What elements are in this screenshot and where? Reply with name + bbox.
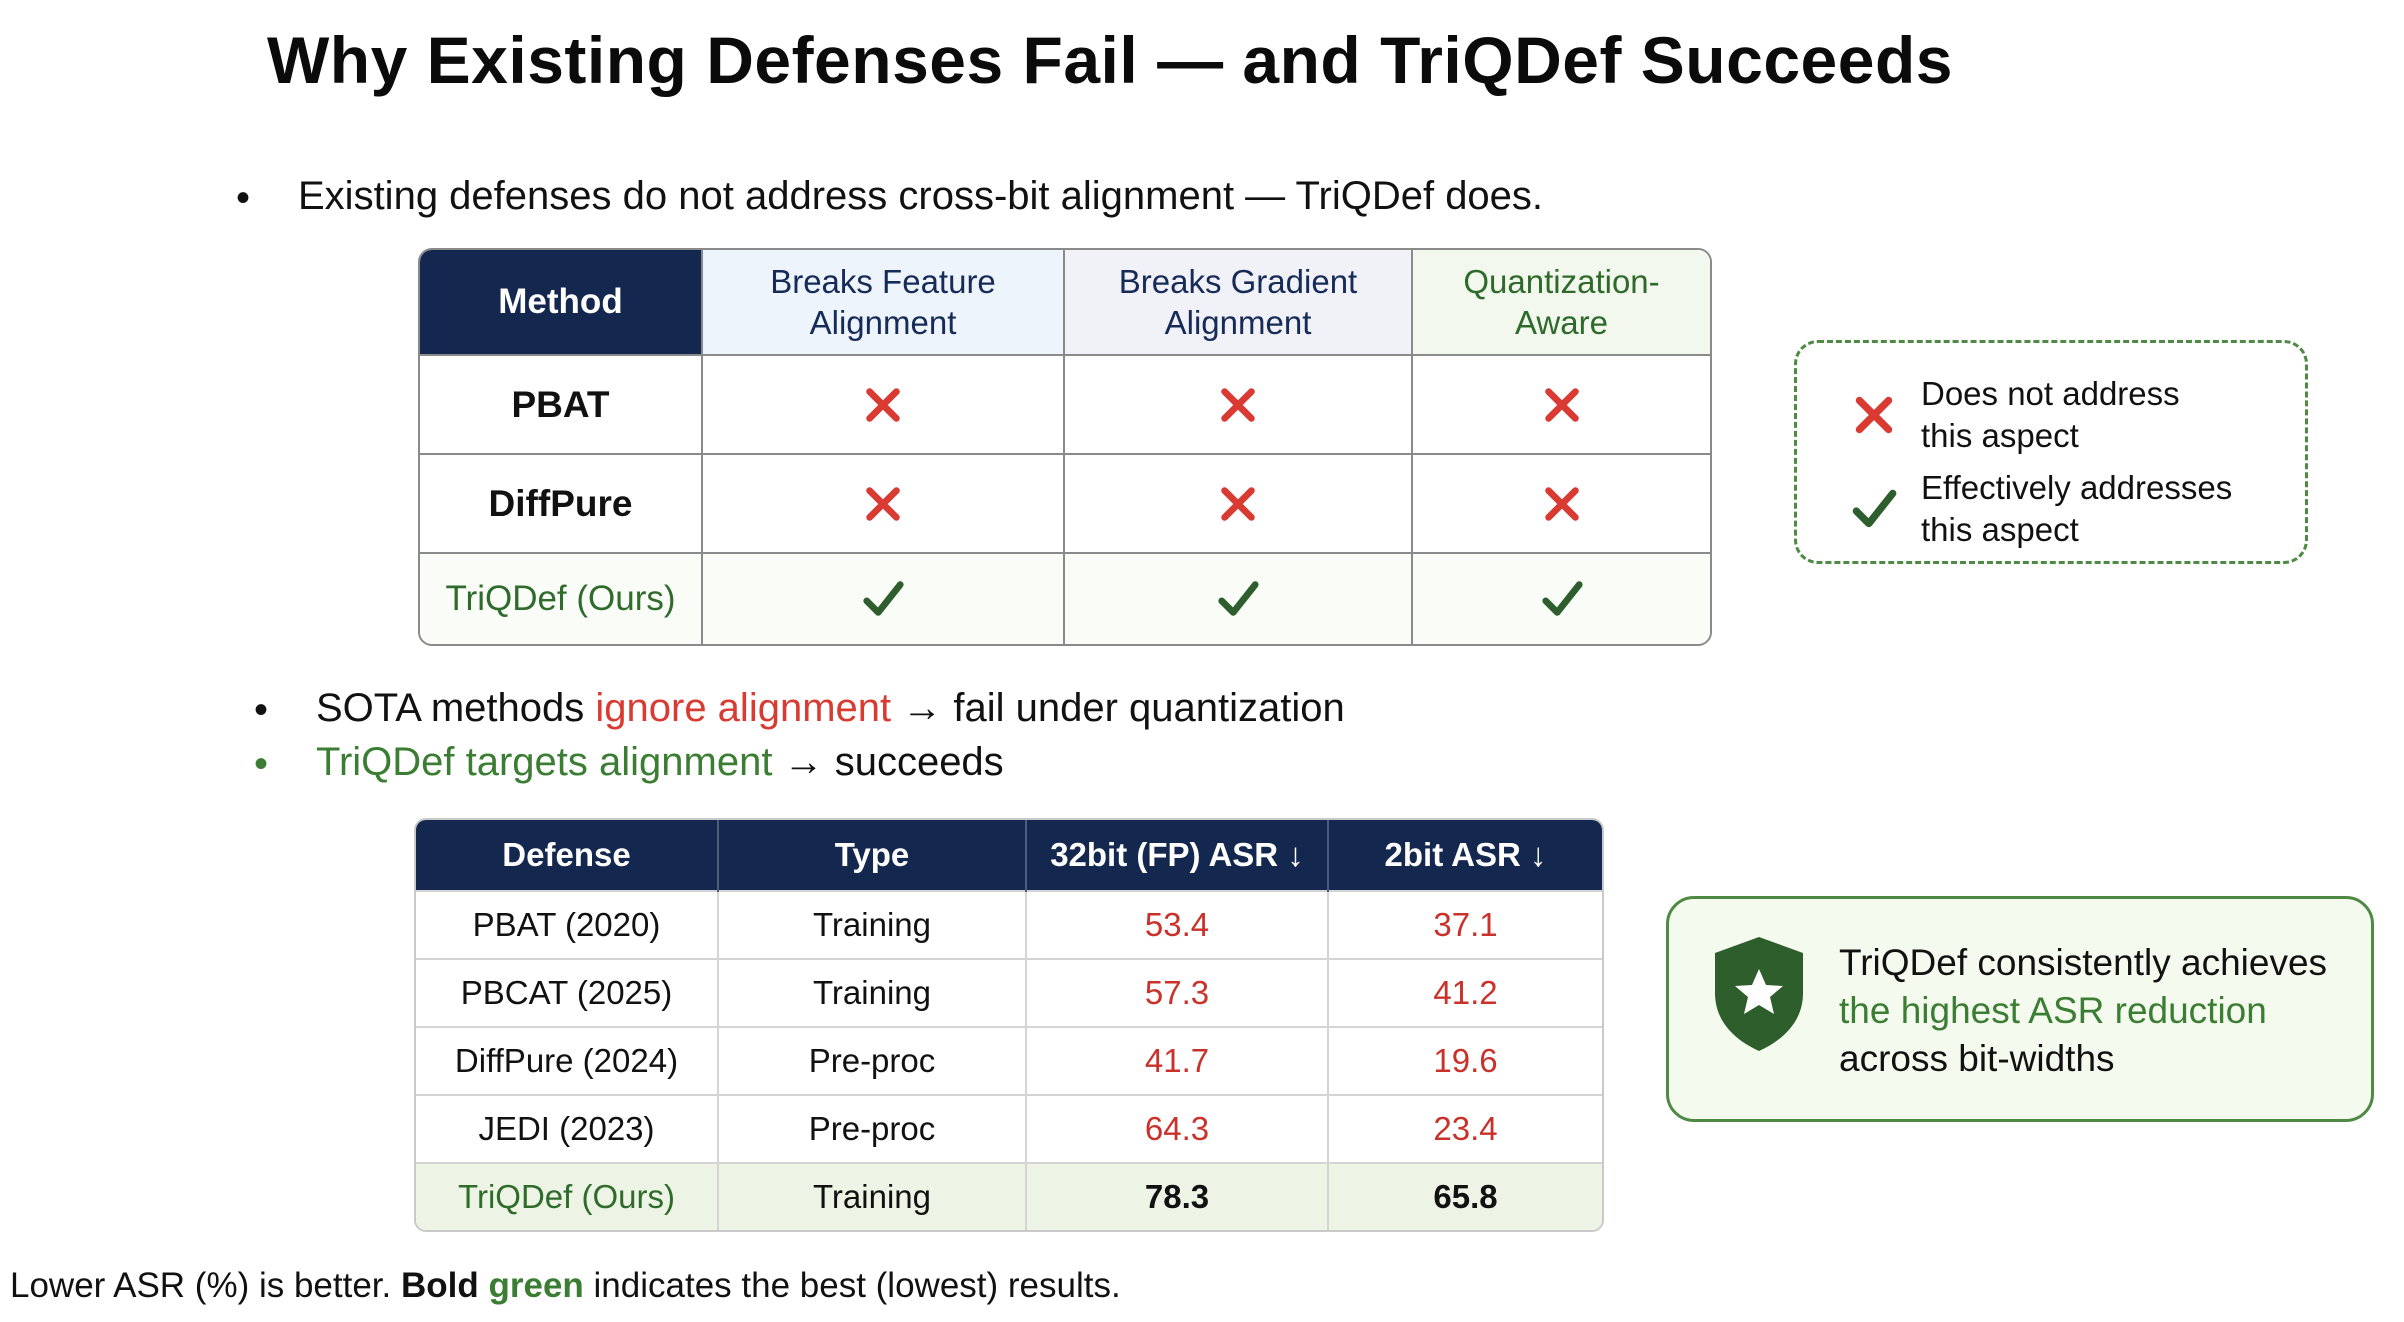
legend-item-cross: Does not address this aspect — [1849, 373, 2180, 457]
method-name: TriQDef (Ours) — [420, 552, 703, 644]
table-row: JEDI (2023) Pre-proc 64.3 23.4 — [416, 1094, 1602, 1164]
asr-2bit: 41.2 — [1327, 958, 1602, 1028]
defense-name: PBAT (2020) — [416, 889, 718, 960]
cross-icon — [860, 481, 906, 527]
bullet-marker: • — [236, 176, 251, 220]
cross-icon — [1849, 390, 1899, 440]
header-defense: Defense — [416, 820, 718, 891]
table-row: PBAT — [420, 354, 1710, 456]
table-row: DiffPure — [420, 453, 1710, 555]
method-name: PBAT — [420, 354, 703, 456]
header-method: Method — [420, 250, 703, 357]
table-row: PBAT (2020) Training 53.4 37.1 — [416, 889, 1602, 960]
check-icon — [1849, 484, 1899, 534]
defense-name: PBCAT (2025) — [416, 958, 718, 1028]
check-icon — [1215, 576, 1261, 622]
asr-2bit: 37.1 — [1327, 889, 1602, 960]
asr-2bit: 65.8 — [1327, 1162, 1602, 1230]
asr-32bit: 57.3 — [1025, 958, 1328, 1028]
bullet-marker: • — [254, 742, 269, 786]
defense-type: Training — [717, 889, 1026, 960]
defense-type: Pre-proc — [717, 1094, 1026, 1164]
header-32bit-asr: 32bit (FP) ASR ↓ — [1025, 820, 1328, 891]
bullet-triqdef-targets: TriQDef targets alignment → succeeds — [316, 740, 1004, 784]
cross-icon — [1539, 382, 1585, 428]
asr-32bit: 64.3 — [1025, 1094, 1328, 1164]
defense-type: Training — [717, 1162, 1026, 1230]
asr-2bit: 19.6 — [1327, 1026, 1602, 1096]
footnote: Lower ASR (%) is better. Bold green indi… — [10, 1266, 1121, 1305]
asr-32bit: 78.3 — [1025, 1162, 1328, 1230]
table-row-ours: TriQDef (Ours) Training 78.3 65.8 — [416, 1162, 1602, 1230]
alignment-table: Method Breaks Feature Alignment Breaks Gr… — [418, 248, 1712, 646]
results-table: Defense Type 32bit (FP) ASR ↓ 2bit ASR ↓… — [414, 818, 1604, 1232]
header-2bit-asr: 2bit ASR ↓ — [1327, 820, 1602, 891]
defense-name: DiffPure (2024) — [416, 1026, 718, 1096]
cross-icon — [1215, 382, 1261, 428]
legend-box: Does not address this aspect Effectively … — [1794, 340, 2308, 564]
defense-name: TriQDef (Ours) — [416, 1162, 718, 1230]
defense-type: Training — [717, 958, 1026, 1028]
page-title: Why Existing Defenses Fail — and TriQDef… — [267, 23, 1953, 97]
header-type: Type — [717, 820, 1026, 891]
header-quantization-aware: Quantization- Aware — [1411, 250, 1710, 357]
bullet-sota-methods: SOTA methods ignore alignment → fail und… — [316, 686, 1345, 730]
asr-32bit: 41.7 — [1025, 1026, 1328, 1096]
check-icon — [1539, 576, 1585, 622]
legend-item-check: Effectively addresses this aspect — [1849, 467, 2232, 551]
cross-icon — [860, 382, 906, 428]
cross-icon — [1215, 481, 1261, 527]
bullet-existing-defenses: Existing defenses do not address cross-b… — [298, 174, 1544, 218]
table-row: PBCAT (2025) Training 57.3 41.2 — [416, 958, 1602, 1028]
asr-2bit: 23.4 — [1327, 1094, 1602, 1164]
cross-icon — [1539, 481, 1585, 527]
bullet-marker: • — [254, 688, 269, 732]
asr-32bit: 53.4 — [1025, 889, 1328, 960]
defense-name: JEDI (2023) — [416, 1094, 718, 1164]
header-gradient-alignment: Breaks Gradient Alignment — [1063, 250, 1413, 357]
header-feature-alignment: Breaks Feature Alignment — [701, 250, 1065, 357]
table-row: TriQDef (Ours) — [420, 552, 1710, 644]
shield-star-icon — [1715, 937, 1803, 1051]
defense-type: Pre-proc — [717, 1026, 1026, 1096]
method-name: DiffPure — [420, 453, 703, 555]
check-icon — [860, 576, 906, 622]
table-row: DiffPure (2024) Pre-proc 41.7 19.6 — [416, 1026, 1602, 1096]
summary-callout: TriQDef consistently achieves the highes… — [1666, 896, 2374, 1122]
